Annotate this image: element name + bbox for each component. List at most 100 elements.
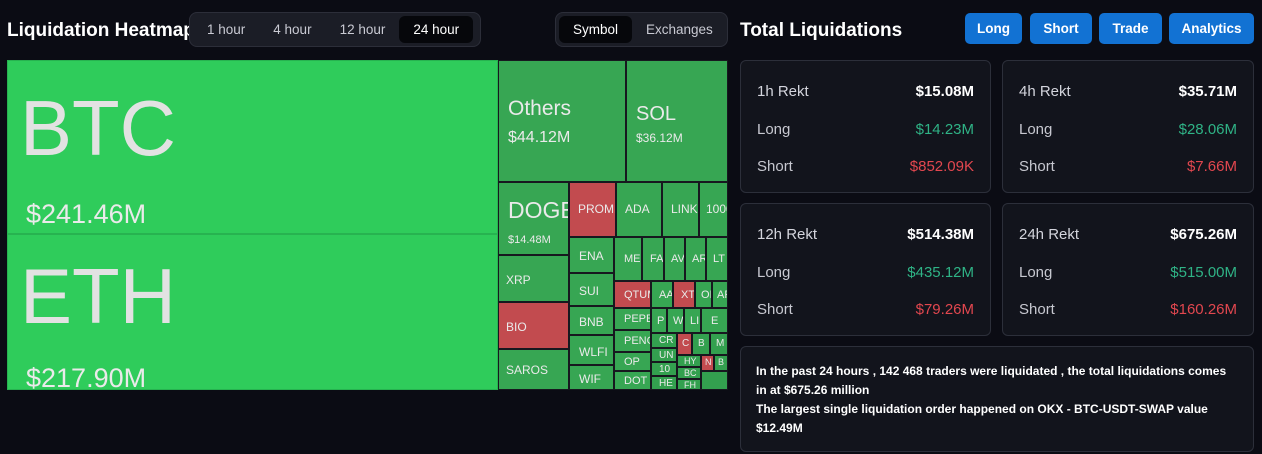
- heatmap-cell-ar-2[interactable]: AR: [712, 281, 728, 308]
- cell-symbol: Others: [508, 97, 572, 120]
- heatmap-cell-pepe[interactable]: PEPE: [614, 308, 651, 330]
- heatmap-cell-fa[interactable]: FA: [642, 237, 664, 281]
- heatmap-cell-e[interactable]: E: [701, 308, 728, 333]
- heatmap-cell-n[interactable]: N: [701, 355, 714, 371]
- cell-symbol: PROMP: [578, 202, 615, 216]
- timeframe-4-hour-button[interactable]: 4 hour: [273, 22, 312, 37]
- heatmap-cell-btc[interactable]: BTC $241.46M: [7, 60, 498, 234]
- heatmap-cell-ada[interactable]: ADA: [616, 182, 662, 237]
- heatmap-cell-others[interactable]: Others $44.12M: [498, 60, 626, 182]
- heatmap-cell-promp[interactable]: PROMP: [569, 182, 616, 237]
- long-value: $515.00M: [1170, 264, 1237, 281]
- cell-symbol: HE: [659, 378, 673, 389]
- heatmap-cell-ena[interactable]: ENA: [569, 237, 614, 273]
- heatmap-cell-bnb[interactable]: BNB: [569, 306, 614, 335]
- heatmap-cell-li[interactable]: LI: [684, 308, 701, 333]
- heatmap-cell-bio[interactable]: BIO: [498, 302, 569, 349]
- heatmap-cell-bc[interactable]: BC: [677, 367, 701, 379]
- short-value: $160.26M: [1170, 301, 1237, 318]
- cell-symbol: WIF: [579, 372, 601, 386]
- cell-value: $14.48M: [508, 234, 551, 246]
- long-button[interactable]: Long: [965, 13, 1022, 44]
- heatmap-cell-saros[interactable]: SAROS: [498, 349, 569, 390]
- cell-symbol: 1000: [706, 202, 727, 216]
- heatmap-cell-op[interactable]: OP: [614, 352, 651, 371]
- heatmap-cell-un[interactable]: UN: [651, 348, 677, 362]
- analytics-button[interactable]: Analytics: [1169, 13, 1254, 44]
- cell-symbol: HY: [684, 356, 697, 366]
- trade-button[interactable]: Trade: [1099, 13, 1162, 44]
- heatmap-cell-qtum[interactable]: QTUM: [614, 281, 651, 308]
- cell-symbol: P: [657, 315, 665, 327]
- heatmap-cell-wif[interactable]: WIF: [569, 365, 614, 390]
- cell-symbol: XRP: [506, 273, 531, 287]
- heatmap-cell-b-2[interactable]: B: [714, 355, 728, 371]
- cell-symbol: BIO: [506, 320, 527, 334]
- liquidation-heatmap: BTC $241.46M ETH $217.90M Others $44.12M…: [7, 60, 728, 390]
- heatmap-cell-m[interactable]: M: [710, 333, 728, 355]
- cell-symbol: SUI: [579, 284, 600, 298]
- heatmap-cell-10[interactable]: 10: [651, 362, 677, 376]
- cell-symbol: ME: [624, 253, 641, 265]
- cell-value: $44.12M: [508, 129, 571, 146]
- heatmap-cell-me[interactable]: ME: [614, 237, 642, 281]
- cell-value: $241.46M: [26, 199, 147, 229]
- cell-symbol: OI: [701, 289, 712, 301]
- cell-symbol: E: [711, 315, 719, 327]
- heatmap-cell-ar[interactable]: AR: [685, 237, 706, 281]
- heatmap-cell-hy[interactable]: HY: [677, 355, 701, 367]
- cell-symbol: LT: [713, 253, 726, 265]
- cell-symbol: CR: [659, 335, 674, 346]
- timeframe-24-hour-button[interactable]: 24 hour: [399, 16, 474, 43]
- heatmap-cell-dot[interactable]: DOT: [614, 371, 651, 390]
- heatmap-cell-c[interactable]: C: [677, 333, 692, 355]
- heatmap-cell-link[interactable]: LINK: [662, 182, 699, 237]
- short-label: Short: [1019, 158, 1055, 175]
- card-total-value: $35.71M: [1178, 83, 1237, 100]
- heatmap-cell-wlfi[interactable]: WLFI: [569, 335, 614, 365]
- heatmap-cell-he[interactable]: HE: [651, 376, 677, 390]
- heatmap-cell-peng[interactable]: PENG: [614, 330, 651, 352]
- heatmap-cell-fh[interactable]: FH: [677, 379, 701, 390]
- cell-symbol: LI: [690, 315, 700, 327]
- cell-value: $36.12M: [636, 131, 683, 145]
- view-symbol-button[interactable]: Symbol: [559, 16, 633, 43]
- short-value: $79.26M: [915, 301, 974, 318]
- cell-symbol: B: [698, 338, 705, 349]
- cell-symbol: BC: [684, 368, 697, 378]
- timeframe-12-hour-button[interactable]: 12 hour: [339, 22, 386, 37]
- heatmap-cell-p[interactable]: P: [651, 308, 667, 333]
- heatmap-cell-w[interactable]: W: [667, 308, 684, 333]
- cell-symbol: N: [705, 357, 712, 367]
- timeframe-selector: 1 hour 4 hour 12 hour 24 hour: [189, 12, 481, 47]
- heatmap-title: Liquidation Heatmap: [7, 20, 195, 41]
- heatmap-cell-b[interactable]: B: [692, 333, 710, 355]
- view-exchanges-button[interactable]: Exchanges: [646, 22, 713, 37]
- heatmap-cell-lt[interactable]: LT: [706, 237, 728, 281]
- short-value: $7.66M: [1186, 158, 1237, 175]
- heatmap-cell-filler[interactable]: [701, 371, 728, 390]
- cell-symbol: AV: [671, 253, 685, 265]
- heatmap-cell-sui[interactable]: SUI: [569, 273, 614, 306]
- long-value: $28.06M: [1178, 121, 1237, 138]
- heatmap-cell-eth[interactable]: ETH $217.90M: [7, 234, 498, 390]
- heatmap-cell-av[interactable]: AV: [664, 237, 685, 281]
- cell-symbol: C: [682, 338, 690, 349]
- short-button[interactable]: Short: [1030, 13, 1092, 44]
- card-total-value: $15.08M: [915, 83, 974, 100]
- heatmap-cell-cr[interactable]: CR: [651, 333, 677, 348]
- heatmap-cell-doge[interactable]: DOGE $14.48M: [498, 182, 569, 255]
- short-label: Short: [757, 301, 793, 318]
- card-label: 4h Rekt: [1019, 83, 1071, 100]
- heatmap-cell-sol[interactable]: SOL $36.12M: [626, 60, 728, 182]
- heatmap-cell-xt[interactable]: XT: [673, 281, 695, 308]
- timeframe-1-hour-button[interactable]: 1 hour: [207, 22, 246, 37]
- heatmap-cell-oi[interactable]: OI: [695, 281, 712, 308]
- cell-symbol: SOL: [636, 103, 677, 125]
- long-label: Long: [1019, 264, 1053, 281]
- cell-symbol: PENG: [624, 335, 650, 347]
- heatmap-cell-xrp[interactable]: XRP: [498, 255, 569, 302]
- heatmap-cell-1000[interactable]: 1000: [699, 182, 728, 237]
- cell-symbol: FH: [684, 380, 696, 390]
- heatmap-cell-aa[interactable]: AA: [651, 281, 673, 308]
